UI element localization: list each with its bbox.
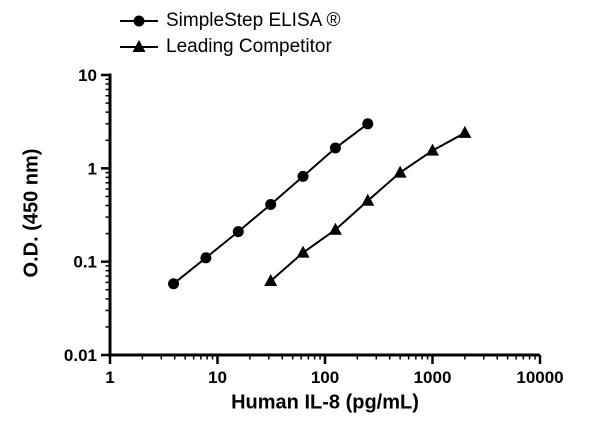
y-axis-title: O.D. (450 nm) <box>20 148 43 278</box>
legend: SimpleStep ELISA ® Leading Competitor <box>118 10 341 58</box>
svg-text:10000: 10000 <box>516 368 563 387</box>
legend-item-simplestep: SimpleStep ELISA ® <box>118 10 341 32</box>
legend-label-simplestep: SimpleStep ELISA ® <box>166 10 341 31</box>
svg-text:100: 100 <box>311 368 339 387</box>
circle-marker-icon <box>120 15 158 27</box>
svg-text:10: 10 <box>208 368 227 387</box>
svg-text:10: 10 <box>78 66 97 85</box>
legend-item-competitor: Leading Competitor <box>118 36 341 58</box>
legend-label-competitor: Leading Competitor <box>166 36 332 57</box>
triangle-marker-icon <box>120 40 158 52</box>
svg-text:0.1: 0.1 <box>73 253 97 272</box>
x-axis-title: Human IL-8 (pg/mL) <box>231 391 419 414</box>
svg-text:1: 1 <box>88 159 97 178</box>
svg-text:1000: 1000 <box>414 368 452 387</box>
svg-text:0.01: 0.01 <box>64 346 97 365</box>
svg-text:1: 1 <box>105 368 114 387</box>
